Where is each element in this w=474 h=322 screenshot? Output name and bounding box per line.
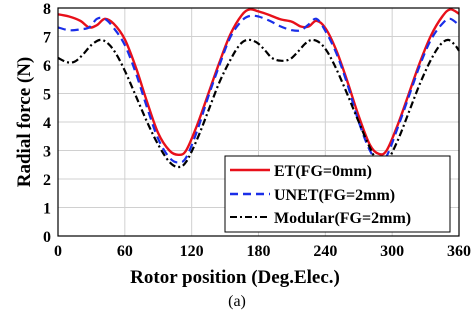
x-tick-label: 360 bbox=[447, 243, 471, 260]
series-line-0 bbox=[57, 8, 460, 157]
y-axis-label: Radial force (N) bbox=[14, 57, 35, 188]
figure-caption: (a) bbox=[228, 293, 246, 310]
y-tick-label: 6 bbox=[43, 58, 51, 75]
legend-label: Modular(FG=2mm) bbox=[274, 210, 411, 227]
legend-entry: Modular(FG=2mm) bbox=[230, 210, 411, 227]
legend: ET(FG=0mm) UNET(FG=2mm) Modular(FG=2mm) bbox=[224, 155, 451, 233]
y-tick-label: 4 bbox=[43, 115, 51, 132]
x-tick-label: 0 bbox=[54, 243, 62, 260]
x-tick-label: 120 bbox=[180, 243, 204, 260]
legend-label: UNET(FG=2mm) bbox=[274, 187, 395, 204]
y-tick-label: 3 bbox=[43, 144, 51, 161]
y-tick-labels: 0 1 2 3 4 5 6 7 8 bbox=[43, 1, 51, 246]
x-tick-labels: 0 60 120 180 240 300 360 bbox=[54, 243, 471, 260]
series-line-1 bbox=[57, 14, 460, 164]
y-tick-label: 5 bbox=[43, 87, 51, 104]
x-tick-label: 180 bbox=[247, 243, 271, 260]
x-tick-label: 240 bbox=[313, 243, 337, 260]
series-layer bbox=[57, 8, 460, 169]
y-tick-label: 7 bbox=[43, 30, 51, 47]
series-line-2 bbox=[57, 38, 460, 169]
y-tick-label: 1 bbox=[43, 201, 51, 218]
legend-entry: ET(FG=0mm) bbox=[230, 163, 372, 180]
y-tick-label: 0 bbox=[43, 229, 51, 246]
y-tick-label: 2 bbox=[43, 172, 51, 189]
x-axis-label: Rotor position (Deg.Elec.) bbox=[130, 267, 340, 288]
legend-label: ET(FG=0mm) bbox=[274, 163, 372, 180]
x-tick-label: 300 bbox=[380, 243, 404, 260]
plot-frame bbox=[57, 7, 460, 237]
x-tick-label: 60 bbox=[117, 243, 133, 260]
y-tick-label: 8 bbox=[43, 1, 51, 18]
legend-entry: UNET(FG=2mm) bbox=[230, 187, 395, 204]
